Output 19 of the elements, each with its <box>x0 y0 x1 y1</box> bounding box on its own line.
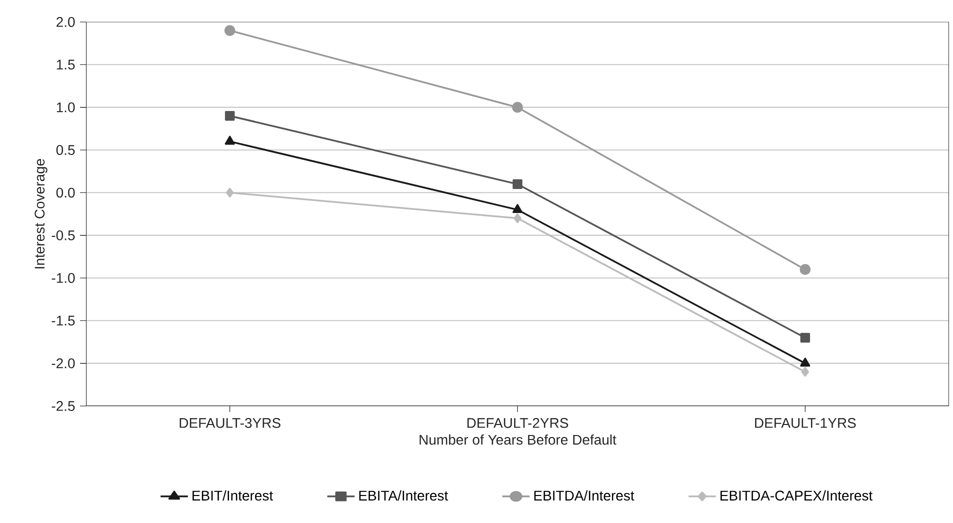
legend-label: EBITDA-CAPEX/Interest <box>720 490 873 501</box>
x-tick-label: DEFAULT-1YRS <box>755 418 856 428</box>
y-tick-label: 2.0 <box>56 17 75 27</box>
legend-label: EBITA/Interest <box>359 490 448 501</box>
y-tick-label: 0.0 <box>56 188 75 198</box>
y-axis-title: Interest Coverage <box>34 159 48 268</box>
y-tick-label: 1.5 <box>56 60 75 70</box>
x-tick-label: DEFAULT-2YRS <box>467 418 568 428</box>
y-tick-label: -1.0 <box>52 273 75 283</box>
x-axis-title: Number of Years Before Default <box>420 434 616 445</box>
y-tick-label: -1.5 <box>52 316 75 326</box>
legend-label: EBIT/Interest <box>192 490 273 501</box>
x-tick-label: DEFAULT-3YRS <box>180 418 280 428</box>
y-tick-label: -2.0 <box>52 358 75 368</box>
legend-label: EBITDA/Interest <box>534 490 634 501</box>
y-tick-label: -2.5 <box>52 401 75 411</box>
y-tick-label: 1.0 <box>56 102 75 112</box>
y-tick-label: -0.5 <box>52 230 75 240</box>
y-tick-label: 0.5 <box>56 145 75 155</box>
